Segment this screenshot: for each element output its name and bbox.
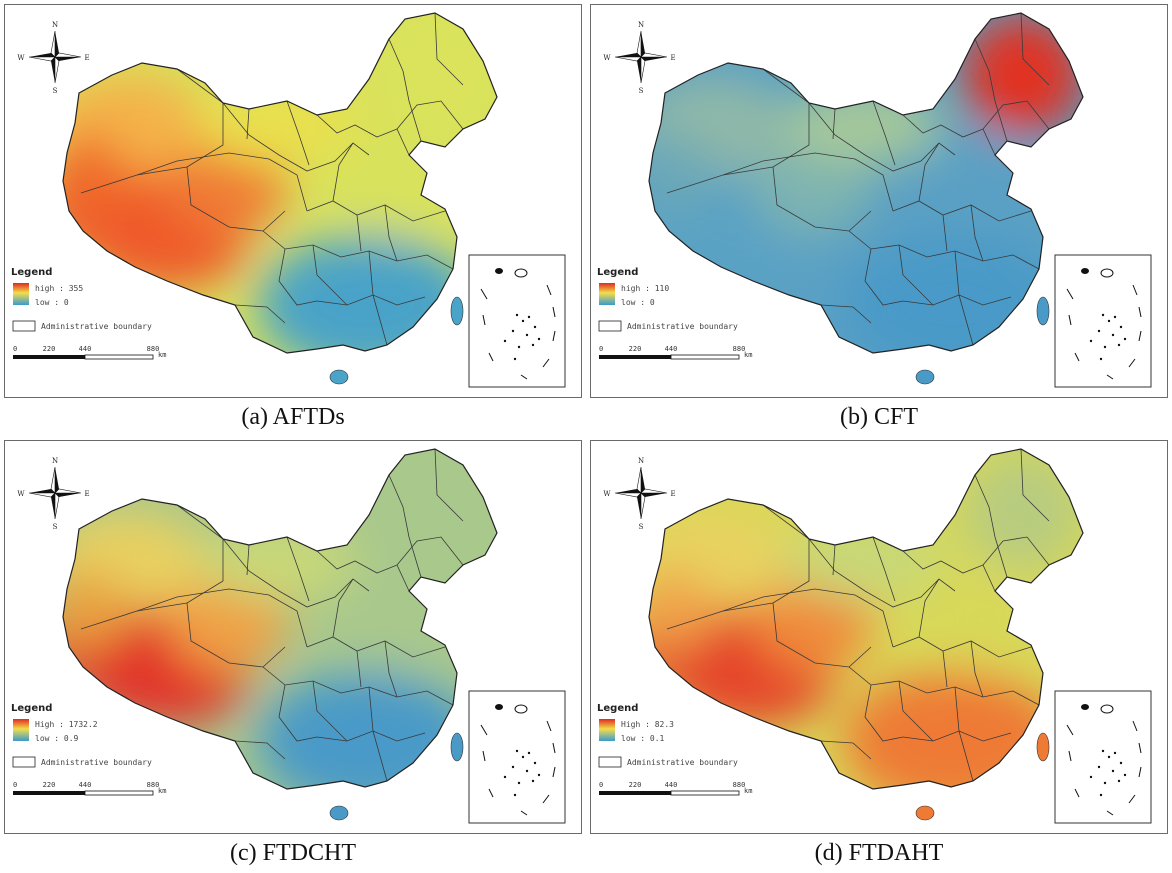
map-svg: N S E W Legend high : 110 low : 0 Administrativ…	[597, 12, 1152, 388]
scale-tick: 440	[665, 781, 678, 789]
legend-high: high : 110	[621, 284, 669, 293]
compass-label: E	[84, 490, 89, 498]
compass-label: N	[52, 21, 58, 29]
legend-boundary: Administrative boundary	[627, 322, 738, 331]
compass-label: S	[53, 87, 58, 95]
province-boundaries	[666, 448, 1050, 782]
compass-label: W	[17, 490, 25, 498]
compass-label: W	[17, 54, 25, 62]
scale-tick: 0	[13, 345, 17, 353]
compass-rose-icon: N S E W	[603, 21, 675, 95]
compass-label: S	[639, 523, 644, 531]
south-china-sea-inset	[468, 254, 566, 388]
map-frame: N S E W Legend High : 82.3 low : 0.1 Administra…	[590, 440, 1168, 834]
compass-label: N	[52, 457, 58, 465]
compass-label: E	[84, 54, 89, 62]
scale-tick: 0	[599, 345, 603, 353]
map-svg: N S E W Legend High : 82.3 low : 0.1 Administra…	[597, 448, 1152, 824]
legend-title: Legend	[11, 267, 52, 278]
legend-title: Legend	[11, 703, 52, 714]
legend-low: low : 0	[35, 298, 69, 307]
legend-low: low : 0	[621, 298, 655, 307]
panel-caption: (a) AFTDs	[241, 404, 345, 430]
province-boundaries	[80, 12, 464, 346]
compass-label: E	[670, 490, 675, 498]
legend-title: Legend	[597, 267, 638, 278]
scale-tick: 0	[599, 781, 603, 789]
scale-tick: 220	[629, 345, 642, 353]
south-china-sea-inset	[1054, 690, 1152, 824]
scale-tick: 880	[733, 345, 746, 353]
scale-tick: 220	[43, 345, 56, 353]
panel-caption: (b) CFT	[840, 404, 918, 430]
legend-boundary: Administrative boundary	[41, 322, 152, 331]
compass-label: E	[670, 54, 675, 62]
south-china-sea-inset	[1054, 254, 1152, 388]
legend-boundary: Administrative boundary	[627, 758, 738, 767]
islands	[329, 296, 464, 385]
map-frame: N S E W Legend high : 110 low : 0 Administrativ…	[590, 4, 1168, 398]
province-boundaries	[80, 448, 464, 782]
compass-label: W	[603, 490, 611, 498]
panel-caption: (d) FTDAHT	[814, 840, 944, 866]
legend: Legend high : 110 low : 0 Administrative bo…	[597, 267, 738, 332]
scale-tick: 880	[733, 781, 746, 789]
islands	[915, 296, 1050, 385]
scale-tick: 440	[665, 345, 678, 353]
compass-rose-icon: N S E W	[17, 457, 89, 531]
scale-tick: 0	[13, 781, 17, 789]
legend: Legend High : 82.3 low : 0.1 Administrative…	[597, 703, 738, 768]
map-frame: N S E W Legend high : 355 low : 0 Administrativ…	[4, 4, 582, 398]
scale-unit: km	[744, 787, 752, 795]
panel-c: N S E W Legend High : 1732.2 low : 0.9 Administ…	[0, 436, 586, 872]
compass-label: N	[638, 457, 644, 465]
scale-tick: 880	[147, 345, 160, 353]
panel-b: N S E W Legend high : 110 low : 0 Administrativ…	[586, 0, 1172, 436]
islands	[329, 732, 464, 821]
panel-a: N S E W Legend high : 355 low : 0 Administrativ…	[0, 0, 586, 436]
scale-tick: 880	[147, 781, 160, 789]
scale-tick: 220	[629, 781, 642, 789]
legend: Legend high : 355 low : 0 Administrative bo…	[11, 267, 152, 332]
scale-unit: km	[158, 787, 166, 795]
map-svg: N S E W Legend High : 1732.2 low : 0.9 Administ…	[11, 448, 566, 824]
compass-label: S	[53, 523, 58, 531]
compass-label: W	[603, 54, 611, 62]
legend-high: High : 82.3	[621, 720, 674, 729]
compass-label: N	[638, 21, 644, 29]
islands	[915, 732, 1050, 821]
province-boundaries	[666, 12, 1050, 346]
compass-label: S	[639, 87, 644, 95]
legend-low: low : 0.9	[35, 734, 79, 743]
legend-low: low : 0.1	[621, 734, 665, 743]
map-svg: N S E W Legend high : 355 low : 0 Administrativ…	[11, 12, 566, 388]
legend-boundary: Administrative boundary	[41, 758, 152, 767]
compass-rose-icon: N S E W	[603, 457, 675, 531]
legend: Legend High : 1732.2 low : 0.9 Administrati…	[11, 703, 152, 768]
legend-high: High : 1732.2	[35, 720, 98, 729]
scale-tick: 440	[79, 781, 92, 789]
scale-tick: 440	[79, 345, 92, 353]
panel-caption: (c) FTDCHT	[230, 840, 356, 866]
scale-unit: km	[158, 351, 166, 359]
south-china-sea-inset	[468, 690, 566, 824]
compass-rose-icon: N S E W	[17, 21, 89, 95]
map-frame: N S E W Legend High : 1732.2 low : 0.9 Administ…	[4, 440, 582, 834]
legend-high: high : 355	[35, 284, 83, 293]
legend-title: Legend	[597, 703, 638, 714]
scale-unit: km	[744, 351, 752, 359]
panel-d: N S E W Legend High : 82.3 low : 0.1 Administra…	[586, 436, 1172, 872]
scale-tick: 220	[43, 781, 56, 789]
